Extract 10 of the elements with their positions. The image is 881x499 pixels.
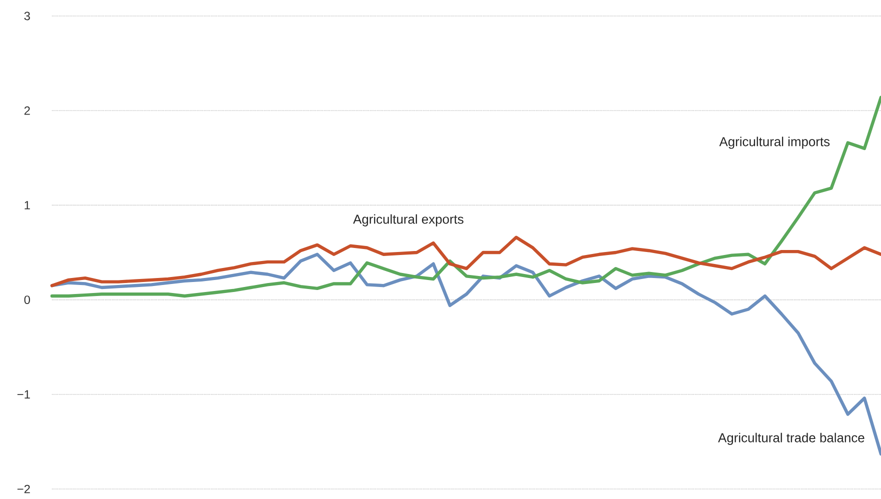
series-label: Agricultural trade balance	[718, 432, 864, 445]
series-label: Agricultural imports	[719, 136, 830, 149]
y-tick-label: −1	[17, 390, 30, 399]
line-series	[50, 236, 881, 288]
series-label: Agricultural exports	[353, 214, 464, 226]
y-tick-label: 0	[24, 296, 30, 304]
y-tick-label: −2	[17, 484, 30, 494]
y-tick-label: 2	[24, 106, 30, 115]
y-tick-label: 3	[24, 12, 30, 20]
y-tick-label: 1	[24, 201, 30, 210]
